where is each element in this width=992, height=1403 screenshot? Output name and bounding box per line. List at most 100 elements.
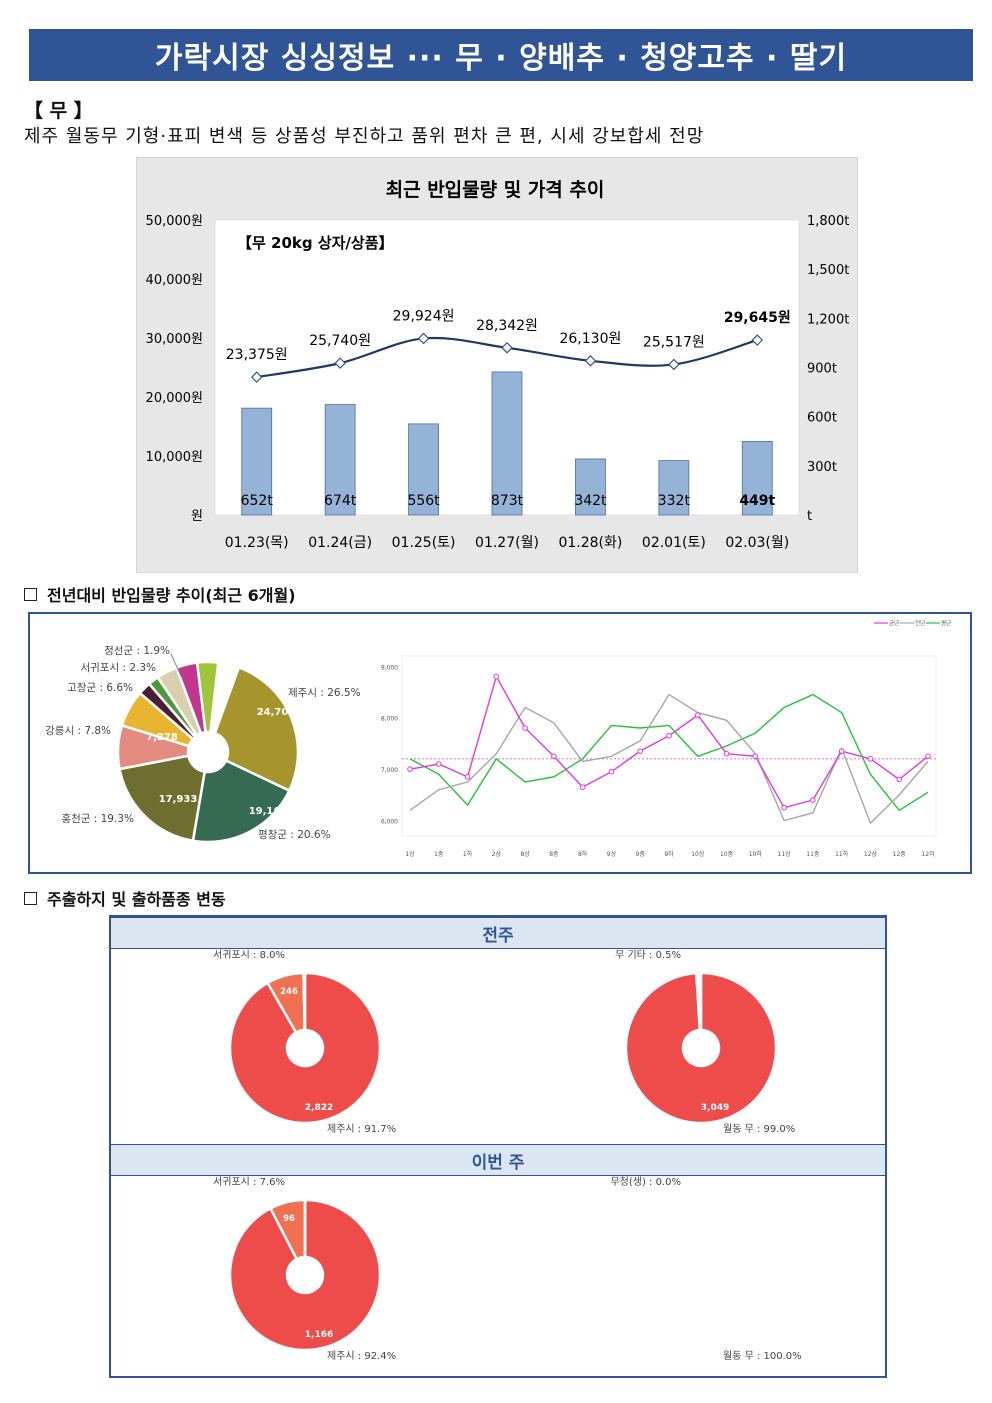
y-left-tick-label: 10,000원 [146, 450, 203, 465]
price-volume-chart: 최근 반입물량 및 가격 추이 【무 20kg 상자/상품】 원 10,000원 20,… [136, 157, 858, 573]
line-x-tick-label: 1상 [405, 850, 415, 858]
volume-bar [324, 404, 356, 516]
volume-label: 556t [407, 493, 440, 509]
line-y-tick-label: 8,000 [381, 716, 398, 723]
series-point [666, 732, 672, 739]
pie-category-label: 제주시 : 92.4% [327, 1350, 396, 1362]
volume-bar [408, 423, 439, 516]
line-x-tick-label: 8상 [520, 850, 530, 858]
legend-label: 금년 [889, 619, 899, 627]
line-x-tick-label: 8중 [549, 851, 559, 858]
series-point [694, 712, 701, 718]
price-label: 23,375원 [226, 347, 288, 363]
line-y-tick-label: 6,000 [381, 819, 398, 826]
y-left-tick-label: 20,000원 [146, 391, 203, 406]
pie-category-label: 무 기타 : 0.5% [615, 949, 681, 961]
pie-value-label: 1,166 [305, 1330, 333, 1340]
series-point [608, 768, 615, 775]
pie-category-label: 강릉시 : 7.8% [45, 725, 111, 737]
volume-label: 449t [739, 493, 775, 509]
y-right-tick-label: 1,800t [807, 214, 849, 229]
band-this-week: 이번 주 [111, 1144, 885, 1176]
checkbox-square-icon [24, 891, 37, 905]
pie-category-label: 월동 무 : 99.0% [723, 1123, 795, 1135]
subsection-annual-label: 전년대비 반입물량 추이(최근 6개월) [47, 586, 296, 605]
pie-slice [213, 665, 300, 793]
price-label: 25,517원 [643, 334, 705, 350]
pie-category-label: 서귀포시 : 7.6% [213, 1176, 285, 1188]
subsection-shipping: 주출하지 및 출하품종 변동 [24, 886, 226, 910]
line-x-tick-label: 12하 [921, 850, 935, 858]
page-title-banner: 가락시장 싱싱정보 ··· 무 · 양배추 · 청양고추 · 딸기 [29, 29, 973, 81]
series-point [435, 761, 442, 767]
y-right-tick-label: 1,500t [807, 263, 849, 278]
series-point [637, 748, 644, 754]
series-point [896, 776, 903, 783]
line-x-tick-label: 1중 [434, 851, 444, 858]
volume-label: 342t [574, 493, 607, 509]
pie-slice [195, 660, 220, 734]
series-point [752, 753, 759, 760]
series-point [925, 753, 931, 760]
pie-value-label: 7,278 [146, 732, 178, 743]
chart-title: 최근 반입물량 및 가격 추이 [386, 179, 605, 201]
pie-slice [118, 754, 207, 843]
volume-bar [491, 371, 523, 516]
volume-bar [575, 458, 606, 516]
line-x-tick-label: 1하 [463, 850, 473, 858]
line-x-tick-label: 9상 [607, 850, 617, 858]
pie-value-label: 246 [280, 987, 298, 997]
series-point [464, 774, 471, 780]
series-point [579, 784, 586, 790]
series-point [522, 725, 528, 731]
chart-annotation: 【무 20kg 상자/상품】 [237, 234, 394, 252]
legend-label: 평년 [941, 619, 951, 627]
pie-category-label: 서귀포시 : 2.3% [80, 662, 156, 674]
shipping-svg: 2,822 246 제주시 : 91.7% 서귀포시 : 8.0% 3,049 월동 무 … [213, 949, 802, 1362]
price-point [417, 332, 430, 345]
y-right-tick-label: 600t [807, 411, 837, 426]
y-right-tick-label: 1,200t [807, 312, 849, 327]
price-volume-svg: 최근 반입물량 및 가격 추이 【무 20kg 상자/상품】 원 10,000원 20,… [146, 179, 850, 551]
leader-line [170, 653, 182, 677]
line-x-tick-label: 9중 [636, 851, 646, 858]
pie-slice [228, 1198, 382, 1352]
section-heading: 【 무 】 [24, 100, 93, 122]
section-description: 제주 월동무 기형·표피 변색 등 상품성 부진하고 품위 편차 큰 편, 시세… [24, 126, 705, 147]
line-x-tick-label: 11상 [778, 850, 792, 858]
line-x-tick-label: 10하 [749, 850, 763, 858]
y-left-tick-label: 50,000원 [146, 214, 203, 229]
x-tick-label: 01.27(월) [475, 535, 539, 551]
x-tick-label: 01.25(토) [392, 535, 456, 551]
pie-value-label: 3,049 [701, 1103, 729, 1113]
x-tick-label: 01.28(화) [558, 535, 622, 551]
pie-category-label: 평창군 : 20.6% [258, 829, 331, 841]
line-x-tick-label: 12상 [864, 850, 878, 858]
price-label: 29,924원 [393, 308, 455, 324]
price-label: 26,130원 [559, 331, 621, 347]
line-x-tick-label: 9하 [664, 850, 674, 858]
series-point [867, 756, 874, 762]
series-line [409, 693, 929, 812]
price-label: 28,342원 [476, 318, 538, 334]
series-point [838, 748, 845, 754]
line-x-tick-label: 10중 [720, 851, 734, 858]
volume-label: 873t [491, 493, 524, 509]
volume-bar [658, 460, 690, 516]
y-left-tick-label: 원 [191, 509, 203, 524]
volume-bar [241, 407, 273, 516]
y-left-tick-label: 40,000원 [146, 273, 203, 288]
pie-category-label: 무청(생) : 0.0% [610, 1176, 681, 1188]
line-x-tick-label: 8하 [578, 850, 588, 858]
series-point [723, 750, 730, 757]
pie-slice [302, 971, 307, 1032]
checkbox-square-icon [24, 587, 37, 601]
line-x-tick-label: 12중 [893, 851, 907, 858]
pie-slice [700, 1199, 704, 1258]
pie-category-label: 월동 무 : 100.0% [723, 1350, 802, 1362]
x-tick-label: 02.01(토) [642, 535, 706, 551]
series-point [551, 753, 557, 760]
y-left-tick-label: 30,000원 [146, 332, 203, 347]
legend-label: 전년 [915, 619, 925, 627]
pie-value-label: 24,707 [257, 707, 296, 718]
